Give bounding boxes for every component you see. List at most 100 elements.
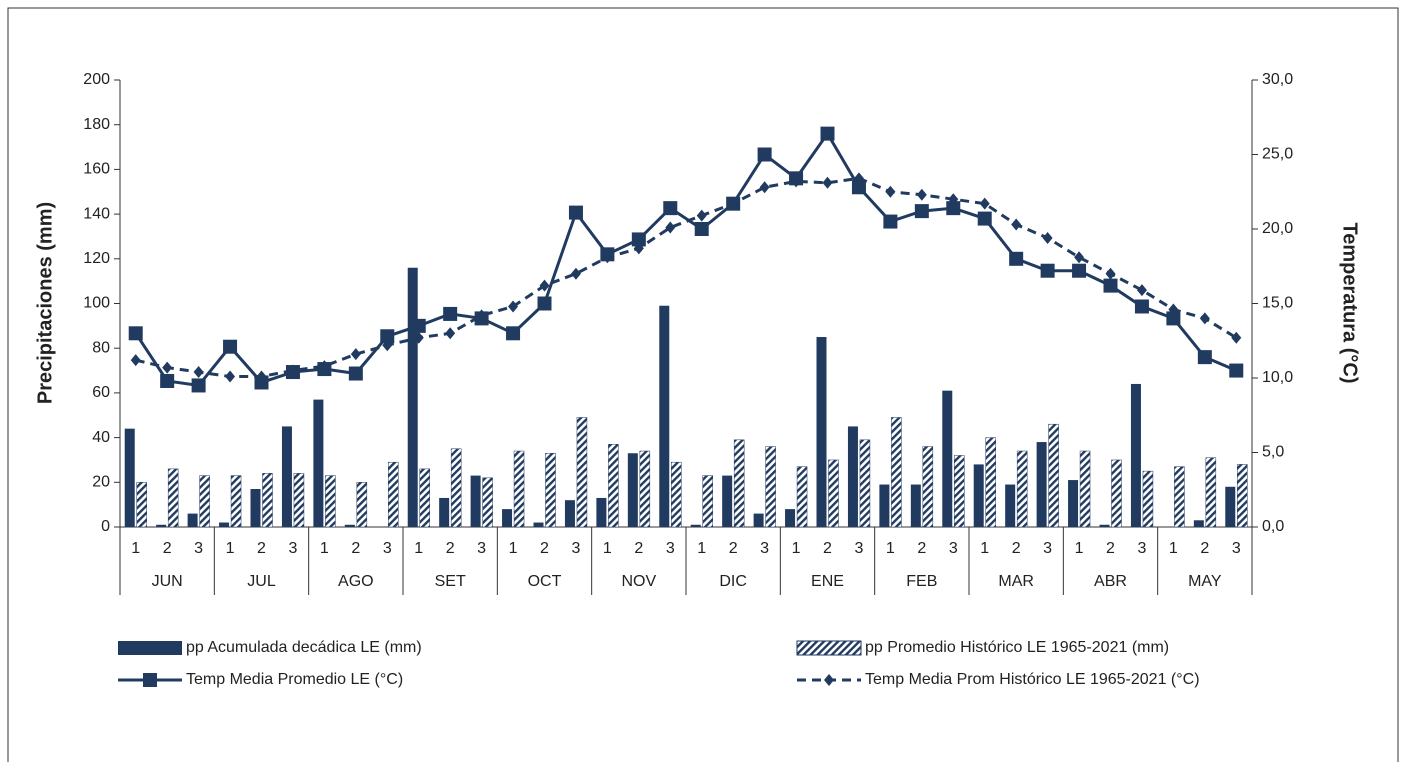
bar xyxy=(1048,423,1059,528)
x-tick-label: 1 xyxy=(1169,540,1178,557)
legend-label: Temp Media Promedio LE (°C) xyxy=(186,671,403,688)
marker xyxy=(1011,218,1022,231)
bar xyxy=(124,428,135,527)
y-tick-label: 160 xyxy=(83,161,110,178)
marker xyxy=(914,204,929,219)
marker xyxy=(728,197,739,210)
bar xyxy=(250,489,261,527)
bar xyxy=(1205,457,1217,528)
marker xyxy=(1042,231,1053,244)
marker xyxy=(256,370,267,383)
marker xyxy=(445,327,456,340)
marker xyxy=(319,360,330,373)
y-tick-label: 180 xyxy=(83,116,110,133)
bar xyxy=(344,524,355,527)
bar xyxy=(702,475,713,528)
group-label: MAY xyxy=(1188,573,1222,590)
marker xyxy=(1168,303,1179,316)
bar xyxy=(502,509,513,527)
marker xyxy=(665,221,676,234)
marker xyxy=(160,373,175,388)
bar xyxy=(356,482,368,528)
marker xyxy=(225,370,236,383)
marker xyxy=(537,296,552,311)
bar xyxy=(470,475,481,527)
bar xyxy=(156,524,167,527)
y-tick-label: 100 xyxy=(83,295,110,312)
marker xyxy=(130,354,141,367)
marker xyxy=(476,309,487,322)
marker xyxy=(539,279,550,292)
marker xyxy=(1199,312,1210,325)
marker xyxy=(602,251,613,264)
y-tick-label: 0 xyxy=(101,518,110,535)
marker xyxy=(946,201,961,216)
y-tick-label: 80 xyxy=(92,339,110,356)
bar xyxy=(513,450,525,528)
bar xyxy=(439,497,450,527)
x-tick-label: 1 xyxy=(226,540,235,557)
bar xyxy=(533,522,544,527)
marker xyxy=(287,364,298,377)
group-label: ENE xyxy=(811,573,844,590)
marker xyxy=(568,205,583,220)
x-tick-label: 2 xyxy=(540,540,549,557)
bar xyxy=(1130,383,1141,527)
bar xyxy=(1111,459,1122,528)
bar xyxy=(985,437,996,528)
marker xyxy=(1229,363,1244,378)
group-label: JUN xyxy=(152,573,183,590)
group-label: JUL xyxy=(247,573,276,590)
x-tick-label: 2 xyxy=(257,540,266,557)
group-label: FEB xyxy=(906,573,937,590)
marker xyxy=(694,222,709,236)
y-tick-label: 140 xyxy=(83,205,110,222)
bar xyxy=(659,305,670,527)
x-tick-label: 3 xyxy=(760,540,769,557)
group-label: SET xyxy=(435,573,466,590)
x-tick-label: 2 xyxy=(351,540,360,557)
bar xyxy=(733,439,745,528)
bar xyxy=(671,461,682,528)
marker xyxy=(851,180,866,195)
marker xyxy=(1105,267,1116,280)
marker xyxy=(1009,251,1024,266)
marker xyxy=(979,197,990,210)
marker xyxy=(506,326,521,341)
group-label: DIC xyxy=(719,573,747,590)
legend-label: pp Acumulada decádica LE (mm) xyxy=(186,639,422,656)
bar xyxy=(785,509,796,527)
marker xyxy=(1136,284,1147,297)
marker xyxy=(822,176,833,189)
x-tick-label: 3 xyxy=(854,540,863,557)
marker xyxy=(1072,263,1087,278)
x-tick-label: 1 xyxy=(886,540,895,557)
y-tick-label: 200 xyxy=(83,71,110,88)
marker xyxy=(1103,278,1118,293)
x-tick-label: 3 xyxy=(571,540,580,557)
bar xyxy=(1193,520,1204,527)
bar xyxy=(388,461,399,528)
bar xyxy=(407,267,418,527)
marker xyxy=(1231,331,1242,344)
bar xyxy=(859,439,871,528)
x-tick-label: 1 xyxy=(131,540,140,557)
bar xyxy=(922,446,934,528)
marker xyxy=(633,242,644,255)
bar xyxy=(230,475,242,528)
x-tick-label: 1 xyxy=(320,540,329,557)
legend-label: Temp Media Prom Histórico LE 1965-2021 (… xyxy=(865,671,1200,688)
bar xyxy=(816,337,827,527)
bar xyxy=(1099,524,1110,527)
x-tick-label: 2 xyxy=(1012,540,1021,557)
bar xyxy=(482,477,493,528)
marker xyxy=(1134,299,1149,314)
y-tick-label: 20 xyxy=(92,474,110,491)
line xyxy=(135,176,1238,379)
x-tick-label: 1 xyxy=(509,540,518,557)
legend-marker xyxy=(824,674,834,686)
marker xyxy=(631,232,646,247)
bar xyxy=(187,513,198,527)
marker xyxy=(853,172,864,185)
y2-tick-label: 15,0 xyxy=(1262,295,1293,312)
